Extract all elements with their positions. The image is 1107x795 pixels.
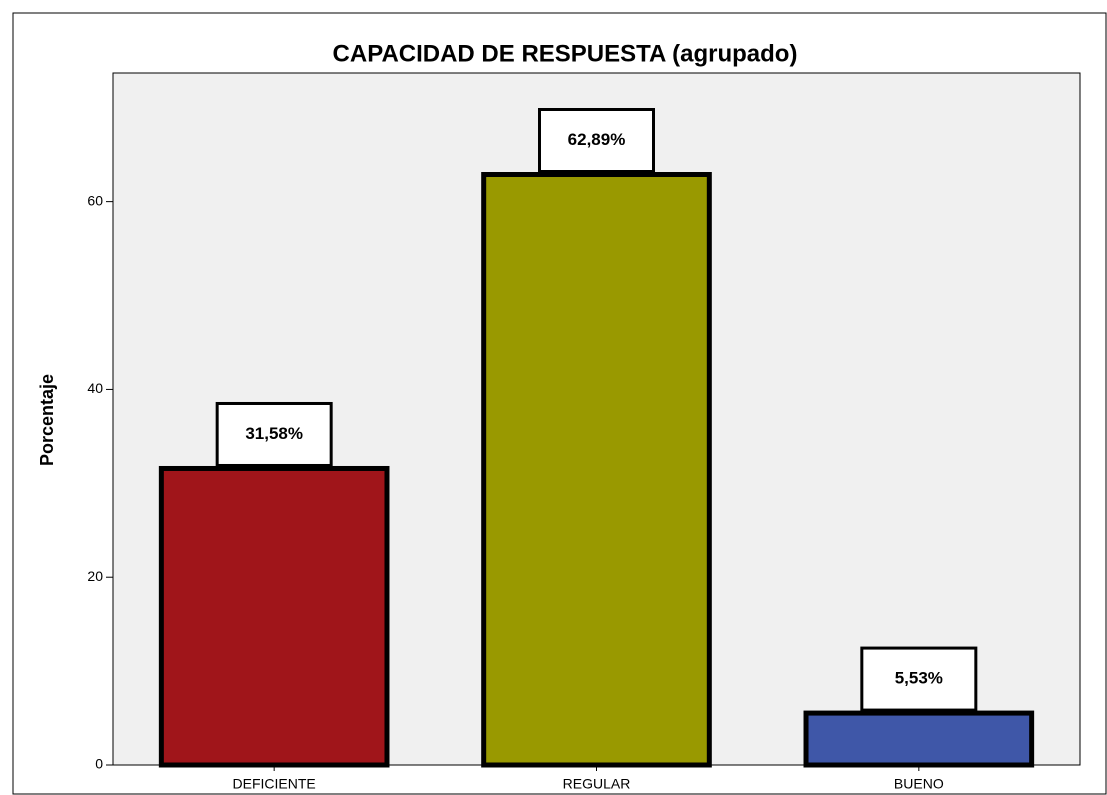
- chart-title: CAPACIDAD DE RESPUESTA (agrupado): [333, 40, 798, 67]
- value-label-box: [538, 107, 655, 173]
- x-tick-label: REGULAR: [563, 776, 631, 792]
- bar: [803, 710, 1035, 768]
- x-tick-label: DEFICIENTE: [233, 776, 316, 792]
- x-tick-label: BUENO: [894, 776, 944, 792]
- bar: [158, 465, 390, 768]
- value-label-box: [860, 646, 978, 712]
- y-axis-label: Porcentaje: [37, 374, 57, 466]
- value-label: 31,58%: [245, 424, 303, 443]
- value-label: 62,89%: [568, 130, 626, 149]
- bar: [481, 171, 712, 768]
- y-tick-label: 40: [87, 380, 103, 396]
- value-label: 5,53%: [895, 669, 943, 688]
- y-tick-label: 20: [87, 568, 103, 584]
- y-tick-label: 0: [95, 756, 103, 772]
- y-tick-label: 60: [87, 192, 103, 208]
- value-label-box: [215, 401, 333, 467]
